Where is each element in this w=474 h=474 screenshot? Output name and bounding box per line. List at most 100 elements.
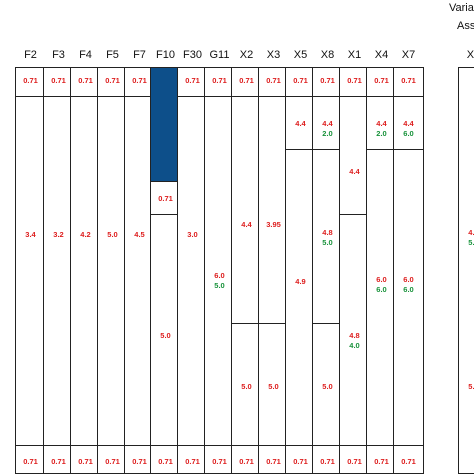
segment-value: 0.71 [105, 457, 120, 466]
segment-value: 4.5 [134, 230, 145, 239]
column-f4: F4 0.71 4.2 0.71 [70, 49, 101, 474]
segment-value: 4.8 [349, 331, 360, 340]
segment-value: 0.71 [293, 76, 308, 85]
segment-value: 4.2 [80, 230, 91, 239]
segment-value: 0.71 [266, 76, 281, 85]
segment-value: 0.71 [401, 457, 416, 466]
segment-divider [394, 149, 423, 150]
segment-value: 4.0 [349, 341, 360, 350]
segment-value: 0.71 [374, 457, 389, 466]
segment-divider [151, 445, 180, 446]
segment-divider [259, 96, 288, 97]
segment-value: 6.0 [403, 275, 414, 284]
column-f30: F30 0.71 3.0 0.71 [177, 49, 208, 474]
segment-value: 4.4 [376, 119, 387, 128]
column-f5: F5 0.71 5.0 0.71 [97, 49, 128, 474]
segment-value: 0.71 [51, 457, 66, 466]
segment-divider [98, 96, 127, 97]
segment-divider [232, 323, 261, 324]
segment-divider [259, 445, 288, 446]
column-label: X3 [266, 49, 281, 61]
segment-value: 0.71 [23, 76, 38, 85]
column-g11: G11 0.71 6.0 5.0 0.71 [204, 49, 235, 474]
segment-value: 0.71 [401, 76, 416, 85]
segment-divider [286, 96, 315, 97]
segment-value: 0.71 [78, 457, 93, 466]
segment-divider [151, 214, 180, 215]
segment-value: 0.71 [51, 76, 66, 85]
segment-divider [286, 445, 315, 446]
segment-divider [232, 96, 261, 97]
segment-value: 0.71 [185, 457, 200, 466]
segment-value: 4.4 [241, 220, 252, 229]
column-label: X5 [293, 49, 308, 61]
column-f10: F10 0.71 5.0 0.71 [150, 49, 181, 474]
segment-divider [16, 96, 45, 97]
column-label: F30 [183, 49, 202, 61]
column-label: F2 [24, 49, 37, 61]
segment-value: 6.0 [376, 275, 387, 284]
column-bar: 0.71 4.4 4.9 0.71 [285, 67, 316, 474]
segment-divider [313, 96, 342, 97]
segment-value: 0.71 [266, 457, 281, 466]
segment-divider [313, 445, 342, 446]
segment-divider [340, 214, 369, 215]
corner-text-assay: Ass [457, 20, 474, 32]
segment-value: 5.0 [268, 382, 279, 391]
corner-text-variable: Varia [449, 2, 474, 14]
column-x7: X7 0.71 4.4 6.0 6.0 6.0 0.71 [393, 49, 424, 474]
segment-value: 3.95 [266, 220, 281, 229]
segment-value: 5.0 [468, 238, 474, 247]
segment-value: 0.71 [320, 457, 335, 466]
segment-divider [394, 445, 423, 446]
segment-value: 6.0 [403, 285, 414, 294]
column-bar: 0.71 4.4 4.8 4.0 0.71 [339, 67, 370, 474]
segment-value: 5.0 [241, 382, 252, 391]
segment-value: 3.2 [53, 230, 64, 239]
column-bar: 0.71 4.4 6.0 6.0 6.0 0.71 [393, 67, 424, 474]
segment-value: 5.0 [322, 238, 333, 247]
segment-value: 0.71 [78, 76, 93, 85]
segment-divider [340, 445, 369, 446]
column-bar: 0.71 5.0 0.71 [97, 67, 128, 474]
segment-divider [286, 149, 315, 150]
column-label: X6 [466, 49, 474, 61]
segment-divider [16, 445, 45, 446]
segment-value: 6.0 [403, 129, 414, 138]
segment-value: 5.0 [468, 382, 474, 391]
segment-value: 0.71 [212, 76, 227, 85]
column-bar: 0.71 3.95 5.0 0.71 [258, 67, 289, 474]
segment-value: 0.71 [239, 76, 254, 85]
segment-value: 4.4 [295, 119, 306, 128]
segment-divider [98, 445, 127, 446]
segment-value: 3.4 [25, 230, 36, 239]
segment-divider [232, 445, 261, 446]
segment-value: 4.4 [468, 228, 474, 237]
segment-divider [367, 445, 396, 446]
column-bar: 0.71 3.0 0.71 [177, 67, 208, 474]
segment-value: 4.4 [322, 119, 333, 128]
column-label: X4 [374, 49, 389, 61]
segment-value: 0.71 [347, 76, 362, 85]
column-f2: F2 0.71 3.4 0.71 [15, 49, 46, 474]
segment-divider [259, 323, 288, 324]
column-bar: 0.71 6.0 5.0 0.71 [204, 67, 235, 474]
column-label: F5 [106, 49, 119, 61]
segment-divider [178, 96, 207, 97]
column-label: X1 [347, 49, 362, 61]
segment-divider [205, 96, 234, 97]
column-x3: X3 0.71 3.95 5.0 0.71 [258, 49, 289, 474]
column-label: F4 [79, 49, 92, 61]
segment-value: 0.71 [105, 76, 120, 85]
segment-divider [71, 445, 100, 446]
segment-value: 5.0 [160, 331, 171, 340]
segment-value: 0.71 [374, 76, 389, 85]
segment-value: 0.71 [293, 457, 308, 466]
column-label: F7 [133, 49, 146, 61]
segment-value: 0.71 [185, 76, 200, 85]
segment-divider [44, 96, 73, 97]
segment-value: 0.71 [320, 76, 335, 85]
segment-value: 4.4 [403, 119, 414, 128]
segment-divider [313, 323, 342, 324]
segment-divider [71, 96, 100, 97]
